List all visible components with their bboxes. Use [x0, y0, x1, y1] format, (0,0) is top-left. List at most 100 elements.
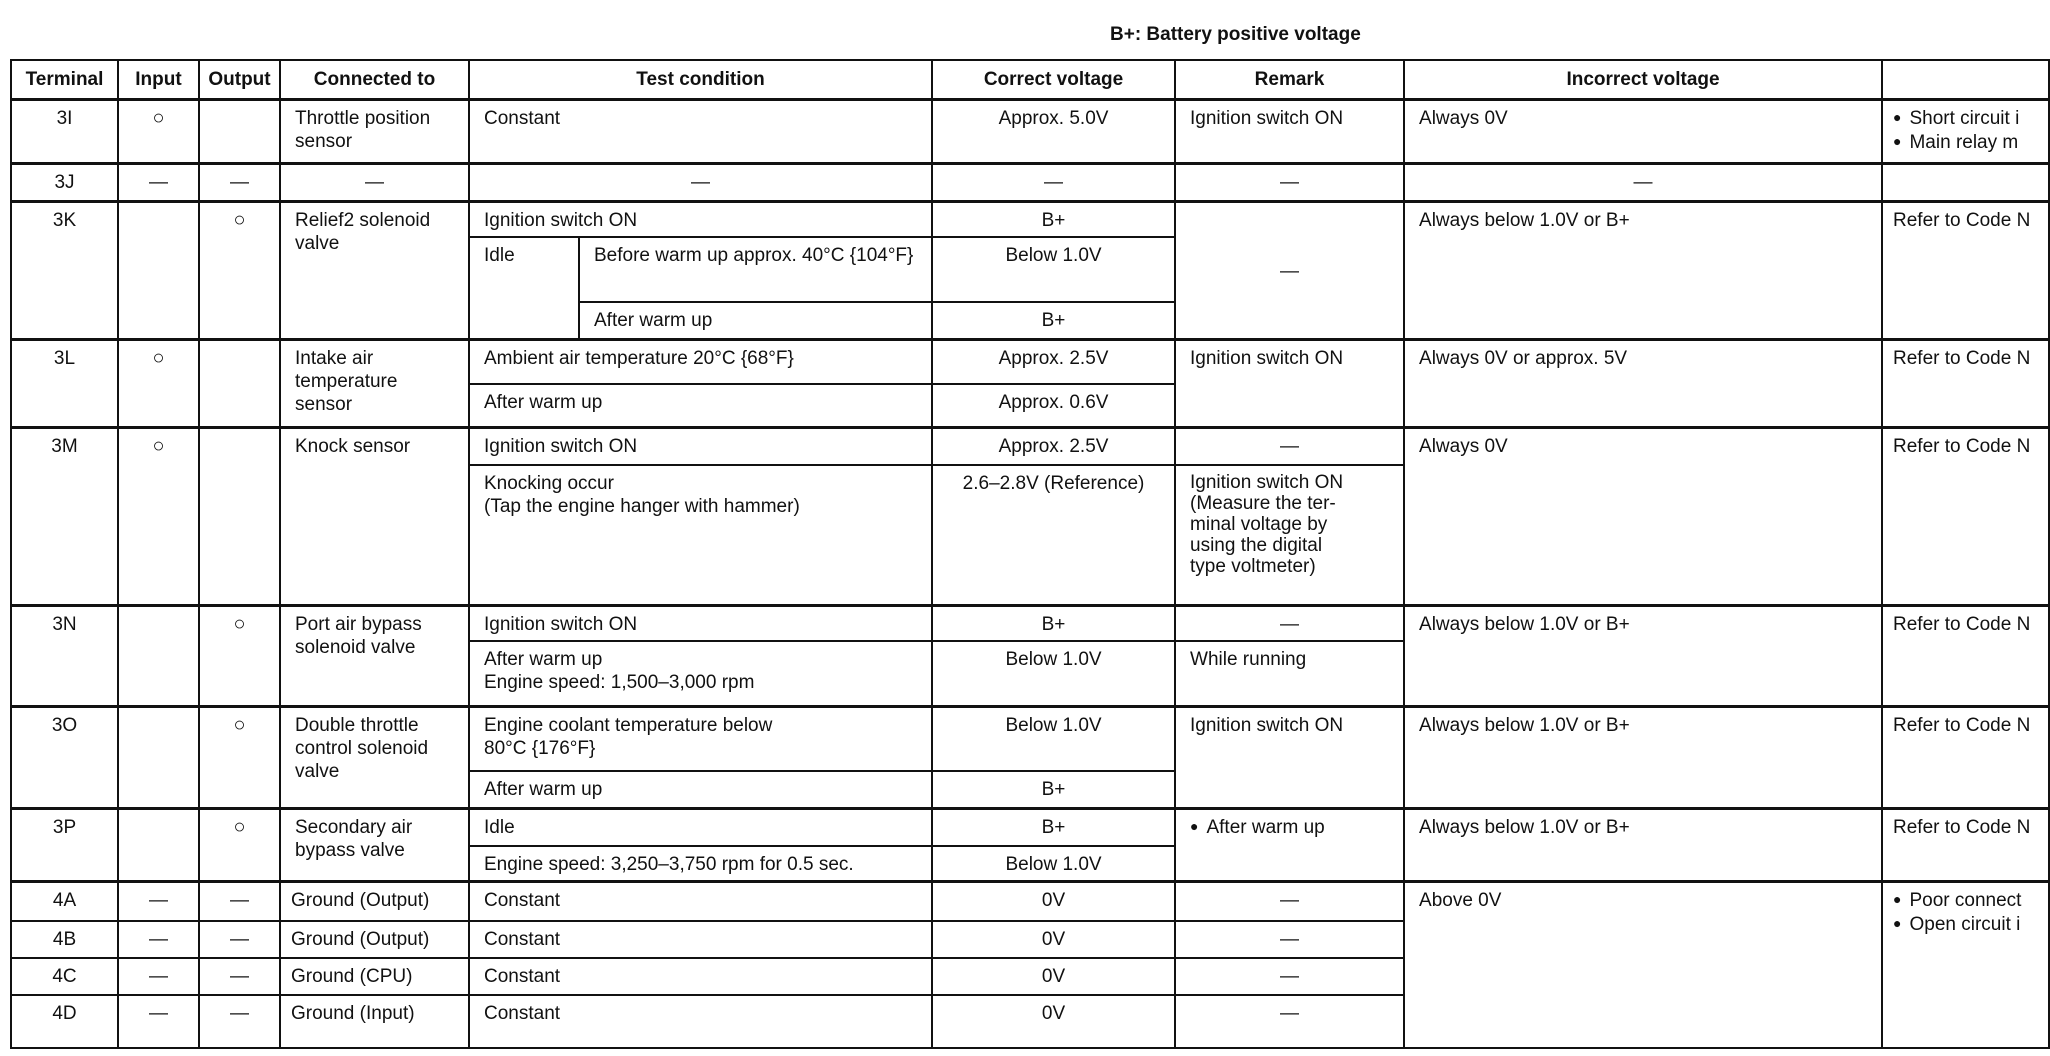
connected-to: Secondary air bypass valve: [279, 807, 470, 883]
output-mark: ○: [198, 705, 281, 809]
connected-to: Relief2 solenoid valve: [279, 200, 470, 341]
connected-to: Port air bypass solenoid valve: [279, 604, 470, 707]
input-mark: —: [117, 880, 200, 922]
terminal: 4D: [10, 993, 119, 1049]
terminal: 3M: [10, 426, 119, 607]
test-condition: After warm up Engine speed: 1,500–3,000 …: [467, 640, 934, 707]
connected-to: Knock sensor: [279, 426, 470, 607]
incorrect-voltage: Always 0V: [1403, 426, 1884, 607]
table-row: 3P ○ Secondary air bypass valve Idle B+ …: [10, 807, 2050, 883]
possible-cause: Short circuit i Main relay m: [1881, 98, 2050, 164]
test-condition: After warm up: [467, 382, 934, 429]
table-subrow: After warm up B+: [11, 300, 2049, 341]
input-mark: ○: [117, 426, 200, 607]
remark: —: [1174, 200, 1406, 341]
remark: Ignition switch ON: [1174, 338, 1406, 429]
table-row: 4C — — Ground (CPU) Constant 0V —: [10, 956, 2049, 996]
incorrect-voltage: Always below 1.0V or B+: [1403, 200, 1884, 341]
header-output: Output: [198, 59, 281, 100]
remark: —: [1174, 880, 1406, 922]
input-mark: —: [117, 162, 200, 202]
remark: Ignition switch ON: [1174, 98, 1406, 164]
terminal: 4A: [10, 880, 119, 922]
table-row: 3M ○ Knock sensor Ignition switch ON App…: [10, 426, 2050, 607]
incorrect-voltage: Always 0V or approx. 5V: [1403, 338, 1884, 429]
remark: —: [1174, 956, 1406, 996]
terminal: 4C: [10, 956, 119, 996]
possible-cause-item: Poor connect: [1893, 889, 2046, 913]
output-mark: [198, 426, 281, 607]
correct-voltage: B+: [931, 604, 1177, 642]
correct-voltage: Approx. 2.5V: [931, 338, 1177, 385]
incorrect-voltage: Always 0V: [1403, 98, 1884, 164]
correct-voltage: B+: [931, 300, 1177, 341]
correct-voltage: Below 1.0V: [931, 640, 1177, 707]
input-mark: [117, 807, 200, 883]
remark: —: [1174, 162, 1406, 202]
test-condition: Engine coolant temperature below 80°C {1…: [467, 705, 934, 772]
possible-cause: Refer to Code N: [1881, 807, 2050, 883]
input-mark: —: [117, 993, 200, 1049]
output-mark: —: [198, 993, 281, 1049]
remark: Ignition switch ON: [1174, 705, 1406, 809]
terminal: 3K: [10, 200, 119, 341]
table-subrow: Knocking occur (Tap the engine hanger wi…: [11, 463, 2049, 607]
correct-voltage: Approx. 5.0V: [931, 98, 1177, 164]
header-terminal: Terminal: [10, 59, 119, 100]
connected-to: Intake air temperature sensor: [279, 338, 470, 429]
header-row: Terminal Input Output Connected to Test …: [10, 59, 2050, 100]
table-subrow: After warm up Engine speed: 1,500–3,000 …: [11, 640, 2049, 707]
table-row: 3N ○ Port air bypass solenoid valve Igni…: [10, 604, 2050, 707]
possible-cause: [1881, 162, 2050, 202]
terminal: 3L: [10, 338, 119, 429]
legend-note: B+: Battery positive voltage: [1110, 24, 1361, 45]
correct-voltage: Approx. 0.6V: [931, 382, 1177, 429]
correct-voltage: 0V: [931, 919, 1177, 959]
table-row: 3L ○ Intake air temperature sensor Ambie…: [10, 338, 2050, 429]
test-condition: Knocking occur (Tap the engine hanger wi…: [467, 463, 934, 607]
test-condition: Idle: [467, 807, 934, 847]
test-condition: After warm up: [467, 770, 934, 809]
test-condition: Engine speed: 3,250–3,750 rpm for 0.5 se…: [467, 845, 934, 883]
terminal: 3I: [10, 98, 119, 164]
header-test-condition: Test condition: [467, 59, 934, 100]
table-row: 3J — — — — — — —: [10, 162, 2050, 202]
correct-voltage: Below 1.0V: [931, 705, 1177, 772]
correct-voltage: Below 1.0V: [931, 235, 1177, 303]
test-condition: Ignition switch ON: [467, 200, 934, 238]
header-correct-voltage: Correct voltage: [931, 59, 1177, 100]
correct-voltage: B+: [931, 200, 1177, 238]
terminal: 3N: [10, 604, 119, 707]
output-mark: ○: [198, 807, 281, 883]
table-row: 4D — — Ground (Input) Constant 0V —: [10, 993, 2049, 1049]
test-condition: After warm up: [577, 300, 934, 341]
input-mark: [117, 705, 200, 809]
possible-cause: Refer to Code N: [1881, 200, 2050, 341]
correct-voltage: B+: [931, 770, 1177, 809]
correct-voltage: —: [931, 162, 1177, 202]
remark: —: [1174, 426, 1406, 466]
connected-to: —: [279, 162, 470, 202]
test-condition-group: Idle: [468, 235, 580, 341]
input-mark: ○: [117, 98, 200, 164]
correct-voltage: Below 1.0V: [931, 845, 1177, 883]
correct-voltage: 0V: [931, 880, 1177, 922]
remark-item: After warm up: [1190, 816, 1389, 840]
table-subrow: Engine speed: 3,250–3,750 rpm for 0.5 se…: [11, 845, 2049, 883]
connected-to: Ground (Output): [279, 919, 470, 959]
test-condition: —: [467, 162, 934, 202]
test-condition: Before warm up approx. 40°C {104°F}: [577, 235, 934, 303]
remark: —: [1174, 993, 1406, 1049]
table-row: 3O ○ Double throttle control solenoid va…: [10, 705, 2050, 809]
remark: —: [1174, 919, 1406, 959]
test-condition: Constant: [467, 880, 934, 922]
header-connected-to: Connected to: [279, 59, 470, 100]
remark: —: [1174, 604, 1406, 642]
connected-to: Double throttle control solenoid valve: [279, 705, 470, 809]
possible-cause: Poor connect Open circuit i: [1881, 880, 2050, 1049]
remark: After warm up: [1174, 807, 1406, 883]
correct-voltage: 2.6–2.8V (Reference): [931, 463, 1177, 607]
possible-cause: Refer to Code N: [1881, 338, 2050, 429]
test-condition: Ambient air temperature 20°C {68°F}: [467, 338, 934, 385]
input-mark: ○: [117, 338, 200, 429]
